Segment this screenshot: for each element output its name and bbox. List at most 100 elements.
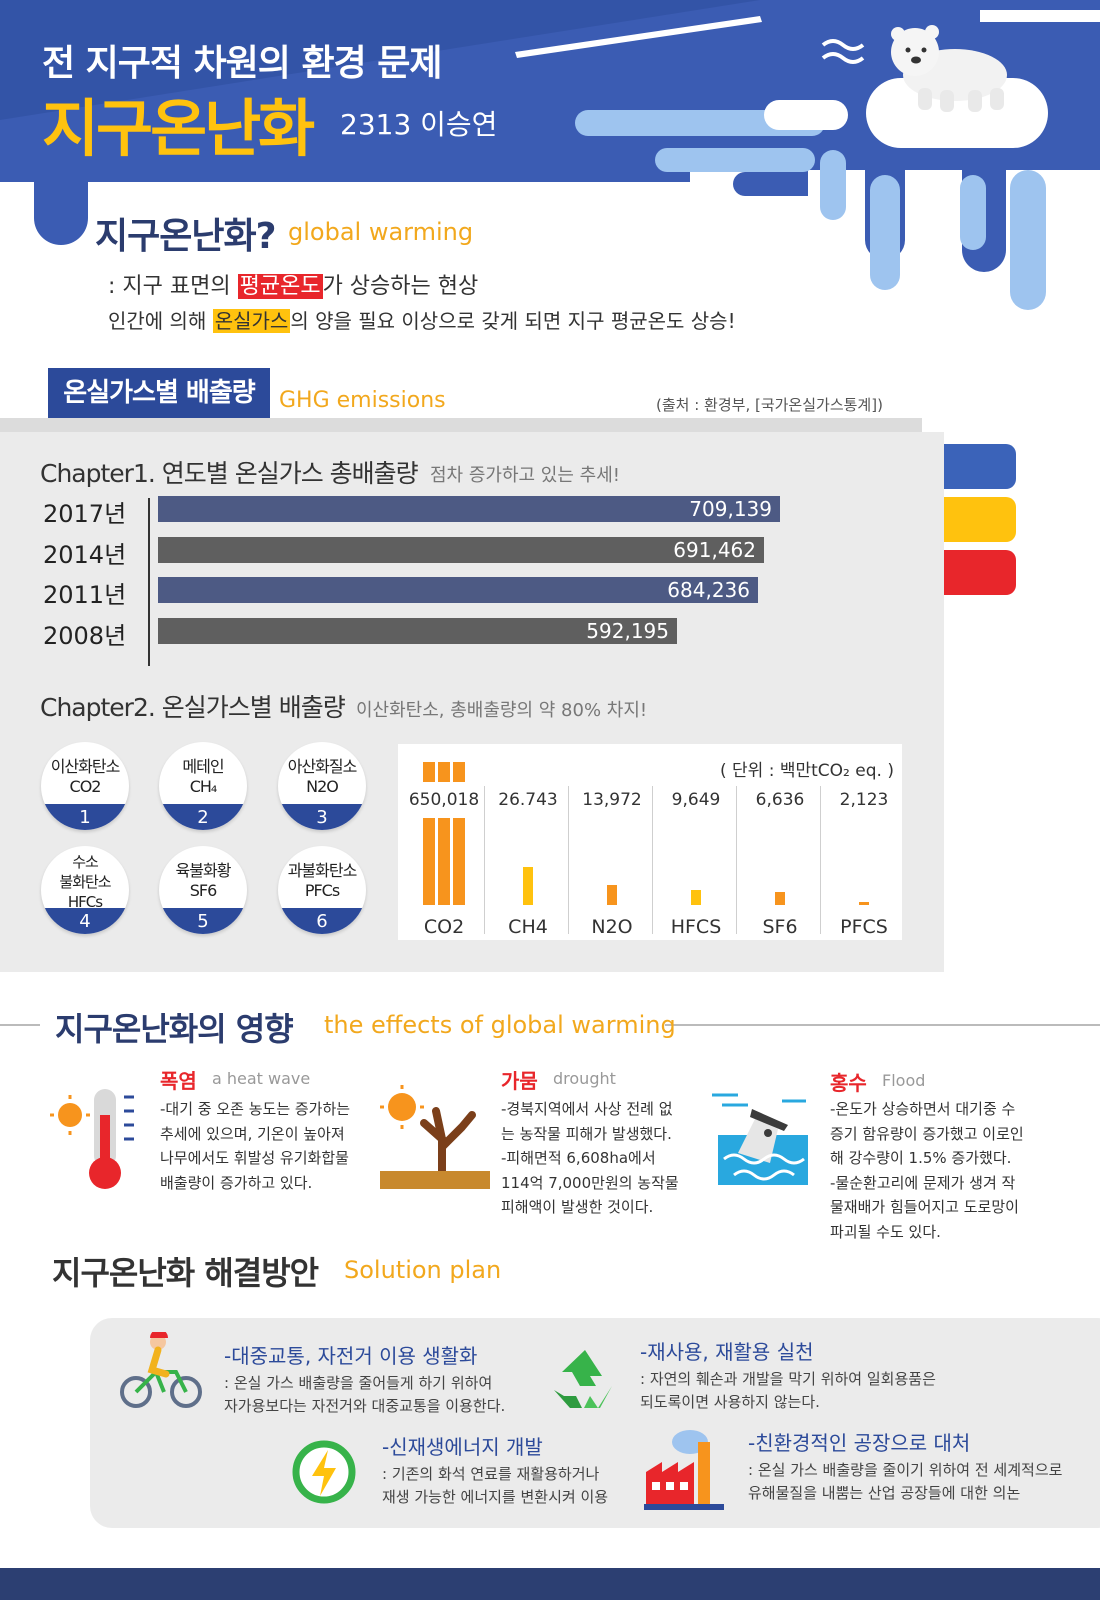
chapter2-subtitle: 이산화탄소, 총배출량의 약 80% 차지! xyxy=(356,700,648,721)
gas-column-separator xyxy=(484,786,485,934)
gas-circle: 수소 불화탄소 HFCs 4 xyxy=(41,846,129,934)
gas-category-label: N2O xyxy=(591,916,633,938)
effect-body-line: 파괴될 수도 있다. xyxy=(830,1222,941,1241)
effect-body-line: 114억 7,000만원의 농작물 xyxy=(501,1173,679,1192)
effects-rule-right xyxy=(665,1024,1100,1026)
cyclist-icon xyxy=(120,1332,202,1408)
solution-body-line: : 기존의 화석 연료를 재활용하거나 xyxy=(382,1465,600,1483)
gas-bar xyxy=(523,867,533,905)
melting-banner-graphic xyxy=(0,0,1100,310)
gas-value-label: 6,636 xyxy=(755,790,805,810)
effect-body-line: 배출량이 증가하고 있다. xyxy=(160,1173,313,1192)
year-bar: 592,195 xyxy=(158,618,677,644)
solutions-title-en: Solution plan xyxy=(344,1256,502,1284)
effect-body-line: 물재배가 힘들어지고 도로망이 xyxy=(830,1198,1019,1216)
chapter1-title: Chapter1. 연도별 온실가스 총배출량 xyxy=(40,459,419,488)
gas-bar xyxy=(691,890,701,905)
solution-body-line: 재생 가능한 에너지를 변환시켜 이용 xyxy=(382,1488,609,1506)
effect-body-line: 피해액이 발생한 것이다. xyxy=(501,1198,654,1216)
effect-body-line: 해 강수량이 1.5% 증가했다. xyxy=(830,1149,1012,1167)
gas-bar xyxy=(775,892,785,905)
gas-value-label: 26.743 xyxy=(498,790,558,810)
effects-rule-left xyxy=(0,1024,40,1026)
chapter2-title: Chapter2. 온실가스별 배출량 xyxy=(40,693,346,722)
effect-body-line: -대기 중 오존 농도는 증가하는 xyxy=(160,1100,351,1118)
gas-value-label: 9,649 xyxy=(671,790,721,810)
gas-circle-band xyxy=(278,908,366,934)
gas-chart-box xyxy=(398,744,902,940)
gas-bar xyxy=(859,902,869,905)
effect-title-en: Flood xyxy=(882,1071,926,1090)
gas-bar-co2-cap xyxy=(453,762,465,782)
year-label: 2011년 xyxy=(43,581,127,609)
dry-tree-icon xyxy=(380,1085,490,1189)
gas-circle-band xyxy=(41,908,129,934)
ghg-section-tag: 온실가스별 배출량 xyxy=(48,368,270,419)
year-bar: 684,236 xyxy=(158,577,758,603)
year-bar-value: 691,462 xyxy=(673,538,756,562)
definition-title: 지구온난화? xyxy=(95,216,276,257)
header-author: 2313 이승연 xyxy=(340,108,498,141)
effect-body-line: -물순환고리에 문제가 생겨 작 xyxy=(830,1173,1016,1192)
gas-circle: 이산화탄소 CO2 1 xyxy=(41,742,129,830)
bar-chart-axis xyxy=(148,498,150,666)
energy-icon xyxy=(292,1440,356,1504)
gas-column-separator xyxy=(652,786,653,934)
solution-title: -친환경적인 공장으로 대처 xyxy=(748,1431,971,1455)
gas-circle-number: 2 xyxy=(197,807,209,828)
effect-title: 폭염 xyxy=(160,1069,197,1093)
gas-circle-number: 5 xyxy=(197,911,209,932)
gas-circle-number: 4 xyxy=(79,911,91,932)
effect-body-line: 증기 함유량이 증가했고 이로인 xyxy=(830,1124,1024,1143)
gas-circle-band xyxy=(278,804,366,830)
effect-title: 홍수 xyxy=(830,1071,867,1095)
effects-title-en: the effects of global warming xyxy=(324,1011,676,1039)
solution-body-line: : 온실 가스 배출량을 줄어들게 하기 위하여 xyxy=(224,1374,493,1392)
gas-circle-name: 이산화탄소 CO2 xyxy=(50,757,121,796)
highlight-ghg: 온실가스 xyxy=(212,309,291,333)
gas-column-separator xyxy=(568,786,569,934)
gas-bar-co2 xyxy=(423,818,435,905)
gas-category-label: SF6 xyxy=(762,916,798,938)
solution-body-line: 되도록이면 사용하지 않는다. xyxy=(640,1393,820,1411)
year-label: 2014년 xyxy=(43,541,127,569)
solution-title: -신재생에너지 개발 xyxy=(382,1435,543,1459)
solution-title: -대중교통, 자전거 이용 생활화 xyxy=(224,1344,478,1368)
gas-chart-unit: ( 단위 : 백만tCO₂ eq. ) xyxy=(720,761,894,781)
year-bar-value: 684,236 xyxy=(667,578,750,602)
gas-circle-name: 메테인 CH₄ xyxy=(182,757,224,796)
gas-circle-number: 3 xyxy=(316,807,328,828)
solutions-title: 지구온난화 해결방안 xyxy=(52,1254,319,1292)
effect-body-line: 나무에서도 휘발성 유기화합물 xyxy=(160,1149,349,1167)
gas-bar-co2 xyxy=(453,818,465,905)
gas-column-separator xyxy=(820,786,821,934)
gas-value-label: 650,018 xyxy=(408,790,480,810)
factory-icon xyxy=(644,1430,724,1510)
year-label: 2017년 xyxy=(43,500,127,528)
solution-body-line: 유해물질을 내뿜는 산업 공장들에 대한 의논 xyxy=(748,1484,1021,1502)
gas-circle-band xyxy=(41,804,129,830)
effect-body-line: 는 농작물 피해가 발생했다. xyxy=(501,1124,672,1143)
year-bar-value: 709,139 xyxy=(689,497,772,521)
highlight-average-temp: 평균온도 xyxy=(237,274,323,299)
gas-circle-band xyxy=(159,908,247,934)
gas-circle-number: 6 xyxy=(316,911,328,932)
gas-circle: 아산화질소 N2O 3 xyxy=(278,742,366,830)
gas-bar-co2-cap xyxy=(438,762,450,782)
effect-body-line: -온도가 상승하면서 대기중 수 xyxy=(830,1100,1016,1118)
gas-column-separator xyxy=(736,786,737,934)
gas-value-label: 2,123 xyxy=(839,790,889,810)
effect-body-line: 추세에 있으며, 기온이 높아져 xyxy=(160,1124,345,1143)
gas-circle-name: 과불화탄소 PFCs xyxy=(287,861,358,900)
gas-circle: 과불화탄소 PFCs 6 xyxy=(278,846,366,934)
effect-title-en: a heat wave xyxy=(212,1069,311,1088)
gas-category-label: HFCS xyxy=(670,916,722,938)
flooded-house-icon xyxy=(712,1093,808,1185)
gas-bar xyxy=(607,885,617,905)
header-title: 지구온난화 xyxy=(42,92,315,165)
year-bar: 709,139 xyxy=(158,496,780,522)
year-bar-value: 592,195 xyxy=(586,619,669,643)
gas-circle-number: 1 xyxy=(79,807,91,828)
definition-line-2: 인간에 의해 온실가스 의 양을 필요 이상으로 갖게 되면 지구 평균온도 상승… xyxy=(108,309,736,333)
footer-bar xyxy=(0,1568,1100,1600)
